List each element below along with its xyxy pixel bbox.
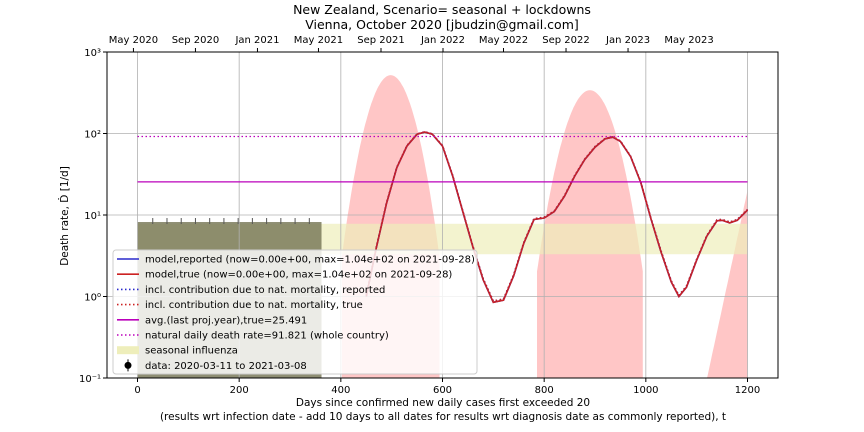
chart-subtitle: Vienna, October 2020 [jbudzin@gmail.com]: [305, 17, 579, 32]
x-tick-label: 1200: [735, 385, 760, 396]
legend: model,reported (now=0.00e+00, max=1.04e+…: [112, 249, 478, 375]
y-axis-label: Death rate, Ḋ [1/d]: [58, 166, 71, 266]
top-tick-label: May 2021: [294, 35, 343, 46]
y-tick-label: 10⁰: [84, 293, 101, 304]
legend-label: natural daily death rate=91.821 (whole c…: [145, 331, 389, 342]
top-tick-label: Jan 2022: [420, 35, 465, 46]
legend-label: data: 2020-03-11 to 2021-03-08: [145, 361, 307, 372]
y-tick-label: 10³: [84, 48, 101, 59]
top-tick-label: Sep 2020: [172, 35, 219, 46]
legend-label: model,true (now=0.00e+00, max=1.04e+02 o…: [145, 270, 452, 281]
y-tick-label: 10²: [84, 130, 101, 141]
y-tick-label: 10¹: [84, 211, 101, 222]
x-tick-label: 600: [433, 385, 452, 396]
top-tick-label: Sep 2022: [542, 35, 589, 46]
x-tick-label: 200: [230, 385, 249, 396]
top-tick-label: Jan 2023: [605, 35, 650, 46]
x-tick-label: 400: [331, 385, 350, 396]
x-tick-label: 0: [134, 385, 140, 396]
legend-label: seasonal influenza: [145, 346, 238, 357]
x-tick-label: 800: [535, 385, 554, 396]
x-tick-label: 1000: [633, 385, 658, 396]
legend-label: incl. contribution due to nat. mortality…: [145, 285, 385, 296]
axes: 0 200 400 600 800 1000 1200 10⁻¹ 10⁰ 10¹ 10² 10³ May…: [79, 35, 779, 396]
x-axis-label-line1: Days since confirmed new daily cases fir…: [296, 397, 590, 409]
legend-label: avg.(last proj.year),true=25.491: [145, 315, 307, 326]
x-axis-label-line2: (results wrt infection date - add 10 day…: [160, 411, 726, 423]
legend-box: [112, 249, 478, 375]
top-tick-label: Jan 2021: [234, 35, 279, 46]
legend-swatch: [117, 346, 139, 355]
legend-label: incl. contribution due to nat. mortality…: [145, 300, 363, 311]
y-tick-label: 10⁻¹: [79, 374, 101, 385]
series-lines: [137, 130, 749, 304]
top-tick-label: May 2020: [109, 35, 158, 46]
legend-label: model,reported (now=0.00e+00, max=1.04e+…: [145, 255, 475, 266]
chart-title: New Zealand, Scenario= seasonal + lockdo…: [293, 2, 591, 17]
top-tick-label: Sep 2021: [357, 35, 404, 46]
top-tick-label: May 2022: [479, 35, 528, 46]
top-tick-label: May 2023: [664, 35, 713, 46]
